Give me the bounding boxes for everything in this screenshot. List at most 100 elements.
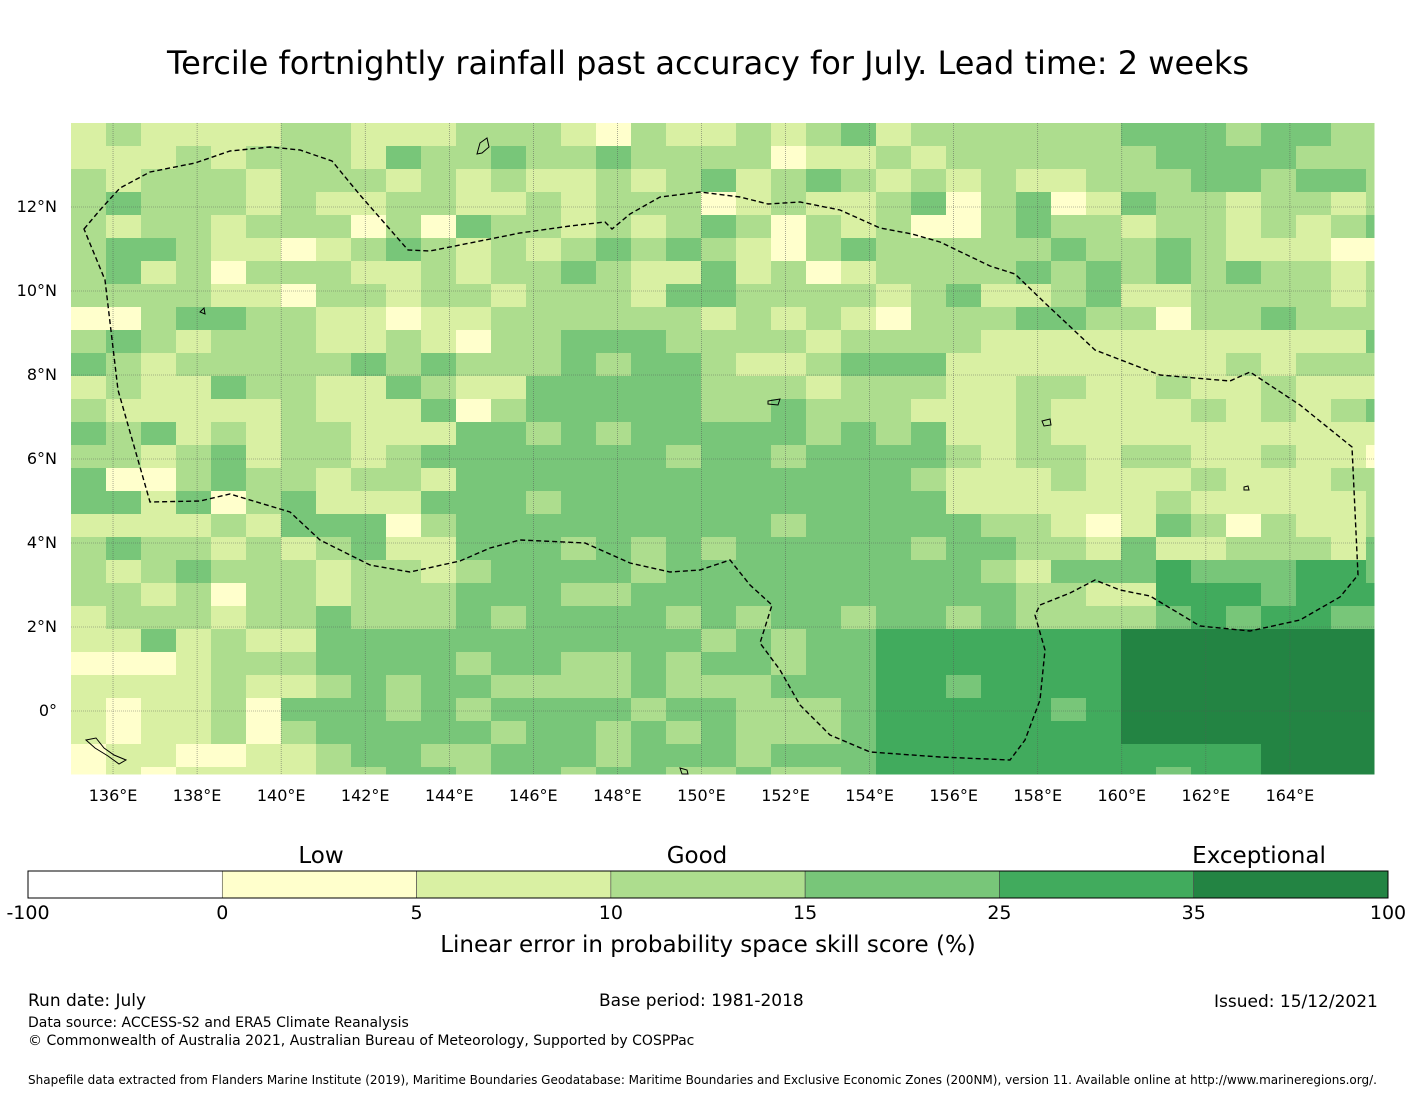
grid-cell bbox=[1156, 698, 1192, 722]
grid-cell bbox=[596, 652, 632, 676]
grid-cell bbox=[1051, 261, 1087, 285]
grid-cell bbox=[911, 583, 947, 607]
grid-cell bbox=[806, 330, 842, 354]
grid-cell bbox=[771, 560, 807, 584]
grid-cell bbox=[701, 560, 737, 584]
grid-cell bbox=[1261, 491, 1297, 515]
grid-cell bbox=[981, 330, 1017, 354]
grid-cell bbox=[1191, 514, 1227, 538]
grid-cell bbox=[981, 721, 1017, 745]
grid-cell bbox=[456, 537, 492, 561]
grid-cell bbox=[386, 468, 422, 492]
grid-cell bbox=[176, 652, 212, 676]
grid-cell bbox=[561, 514, 597, 538]
grid-cell bbox=[1226, 422, 1262, 446]
grid-cell bbox=[876, 353, 912, 377]
grid-cell bbox=[491, 376, 527, 400]
grid-cell bbox=[386, 606, 422, 630]
grid-cell bbox=[666, 721, 702, 745]
grid-cell bbox=[1121, 491, 1157, 515]
grid-cell bbox=[946, 652, 982, 676]
grid-cell bbox=[701, 422, 737, 446]
island-guam bbox=[476, 137, 490, 155]
grid-cell bbox=[211, 422, 247, 446]
colorbar-label: Linear error in probability space skill … bbox=[440, 932, 976, 958]
grid-cell bbox=[281, 330, 317, 354]
grid-cell bbox=[1121, 422, 1157, 446]
grid-cell bbox=[1331, 422, 1367, 446]
grid-cell bbox=[631, 744, 667, 768]
grid-cell bbox=[176, 560, 212, 584]
grid-cell bbox=[526, 606, 562, 630]
grid-cell bbox=[1226, 721, 1262, 745]
grid-cell bbox=[1051, 652, 1087, 676]
grid-cell bbox=[351, 514, 387, 538]
grid-cell bbox=[911, 261, 947, 285]
grid-cell bbox=[911, 215, 947, 239]
colorbar-border bbox=[27, 870, 1389, 899]
grid-cell bbox=[876, 583, 912, 607]
grid-cell bbox=[1331, 192, 1367, 216]
grid-cell bbox=[701, 468, 737, 492]
grid-cell bbox=[106, 537, 142, 561]
grid-cell bbox=[281, 583, 317, 607]
grid-cell bbox=[666, 307, 702, 331]
grid-cell bbox=[456, 330, 492, 354]
grid-cell bbox=[561, 767, 597, 775]
grid-cell bbox=[771, 169, 807, 193]
grid-cell bbox=[736, 330, 772, 354]
grid-cell bbox=[1331, 675, 1367, 699]
grid-cell bbox=[1086, 376, 1122, 400]
grid-cell bbox=[281, 767, 317, 775]
grid-cell bbox=[1191, 744, 1227, 768]
grid-cell bbox=[1366, 583, 1375, 607]
grid-cell bbox=[1226, 491, 1262, 515]
grid-cell bbox=[386, 146, 422, 170]
grid-cell bbox=[246, 445, 282, 469]
grid-cell bbox=[1191, 284, 1227, 308]
grid-cell bbox=[596, 238, 632, 262]
grid-cell bbox=[1191, 652, 1227, 676]
grid-cell bbox=[526, 629, 562, 653]
grid-cell bbox=[246, 284, 282, 308]
grid-cell bbox=[456, 399, 492, 423]
grid-cell bbox=[1191, 698, 1227, 722]
grid-cell bbox=[246, 583, 282, 607]
grid-cell bbox=[141, 422, 177, 446]
grid-cell bbox=[246, 238, 282, 262]
grid-cell bbox=[316, 514, 352, 538]
grid-cell bbox=[421, 399, 457, 423]
grid-cell bbox=[491, 284, 527, 308]
grid-cell bbox=[316, 721, 352, 745]
grid-cell bbox=[876, 629, 912, 653]
grid-cell bbox=[211, 353, 247, 377]
grid-cell bbox=[911, 721, 947, 745]
grid-cell bbox=[596, 330, 632, 354]
grid-cell bbox=[1366, 215, 1375, 239]
grid-cell bbox=[1296, 307, 1332, 331]
grid-cell bbox=[911, 445, 947, 469]
grid-cell bbox=[911, 353, 947, 377]
grid-cell bbox=[141, 146, 177, 170]
grid-cell bbox=[701, 146, 737, 170]
grid-cell bbox=[806, 468, 842, 492]
grid-cell bbox=[351, 652, 387, 676]
island-palau bbox=[84, 737, 128, 765]
grid-cell bbox=[876, 192, 912, 216]
grid-cell bbox=[666, 514, 702, 538]
grid-cell bbox=[1331, 169, 1367, 193]
grid-cell bbox=[1086, 215, 1122, 239]
grid-cell bbox=[876, 169, 912, 193]
grid-cell bbox=[1121, 261, 1157, 285]
grid-cell bbox=[1331, 767, 1367, 775]
grid-cell bbox=[841, 215, 877, 239]
grid-cell bbox=[316, 353, 352, 377]
grid-cell bbox=[491, 560, 527, 584]
grid-cell bbox=[176, 629, 212, 653]
grid-cell bbox=[1261, 376, 1297, 400]
grid-cell bbox=[316, 445, 352, 469]
grid-cell bbox=[526, 422, 562, 446]
grid-cell bbox=[456, 629, 492, 653]
grid-cell bbox=[561, 583, 597, 607]
grid-cell bbox=[1121, 767, 1157, 775]
